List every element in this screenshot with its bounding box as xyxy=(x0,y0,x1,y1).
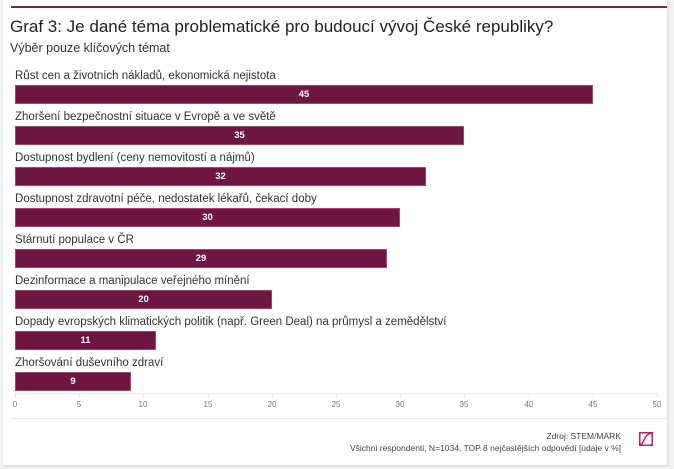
bar: 30 xyxy=(15,208,400,227)
bar: 20 xyxy=(15,290,272,309)
x-tick xyxy=(336,393,337,397)
x-tick-label: 30 xyxy=(395,400,405,409)
bar: 11 xyxy=(15,331,156,350)
bar: 45 xyxy=(15,85,593,104)
x-tick xyxy=(272,393,273,397)
x-tick-label: 50 xyxy=(652,400,662,409)
bar-label: Zhoršení bezpečnostní situace v Evropě a… xyxy=(15,111,276,123)
bar-value: 45 xyxy=(298,89,310,100)
x-tick xyxy=(79,393,80,397)
x-tick xyxy=(400,393,401,397)
x-tick xyxy=(15,393,16,397)
bar: 9 xyxy=(15,372,131,391)
x-tick-label: 35 xyxy=(459,400,469,409)
bar-value: 35 xyxy=(234,130,245,141)
bar-label: Stárnutí populace v ČR xyxy=(15,234,134,246)
bar-label: Zhoršování duševního zdraví xyxy=(15,357,164,369)
source-text: Zdroj: STEM/MARK xyxy=(546,431,621,441)
bar-label: Dostupnost zdravotní péče, nedostatek lé… xyxy=(15,193,317,205)
x-tick-label: 15 xyxy=(203,400,213,409)
x-tick-label: 20 xyxy=(267,400,277,409)
x-tick xyxy=(529,393,530,397)
bar-value: 30 xyxy=(202,212,213,223)
bar: 29 xyxy=(15,249,387,268)
bar-label: Růst cen a životních nákladů, ekonomická… xyxy=(15,70,276,82)
x-tick xyxy=(143,393,144,397)
x-tick-label: 40 xyxy=(524,400,534,409)
x-tick xyxy=(593,393,594,397)
bar-value: 32 xyxy=(215,171,226,182)
chart-title: Graf 3: Je dané téma problematické pro b… xyxy=(10,17,554,36)
stem-mark-logo-icon xyxy=(639,432,653,446)
x-tick-label: 5 xyxy=(76,400,82,409)
x-tick-label: 25 xyxy=(331,400,341,409)
bar-value: 20 xyxy=(138,294,149,305)
bar-value: 11 xyxy=(80,335,91,346)
chart-subtitle: Výběr pouze klíčových témat xyxy=(10,41,170,55)
bar-label: Dostupnost bydlení (ceny nemovitostí a n… xyxy=(15,152,255,164)
x-tick-label: 45 xyxy=(588,400,598,409)
bar-label: Dezinformace a manipulace veřejného míně… xyxy=(15,275,250,287)
bar: 32 xyxy=(15,167,426,186)
bar-value: 9 xyxy=(70,376,76,387)
x-tick xyxy=(208,393,209,397)
x-tick-label: 10 xyxy=(138,400,148,409)
footer-divider xyxy=(10,418,667,419)
x-tick-label: 0 xyxy=(12,400,18,409)
chart-card: Graf 3: Je dané téma problematické pro b… xyxy=(3,0,667,465)
x-tick xyxy=(464,393,465,397)
bar-value: 29 xyxy=(195,253,207,264)
bar: 35 xyxy=(15,126,464,145)
footnote-text: Všichni respondenti, N=1034, TOP 8 nejča… xyxy=(350,443,621,453)
x-tick xyxy=(657,393,658,397)
top-accent-rule xyxy=(11,6,667,8)
bar-label: Dopady evropských klimatických politik (… xyxy=(15,316,447,328)
